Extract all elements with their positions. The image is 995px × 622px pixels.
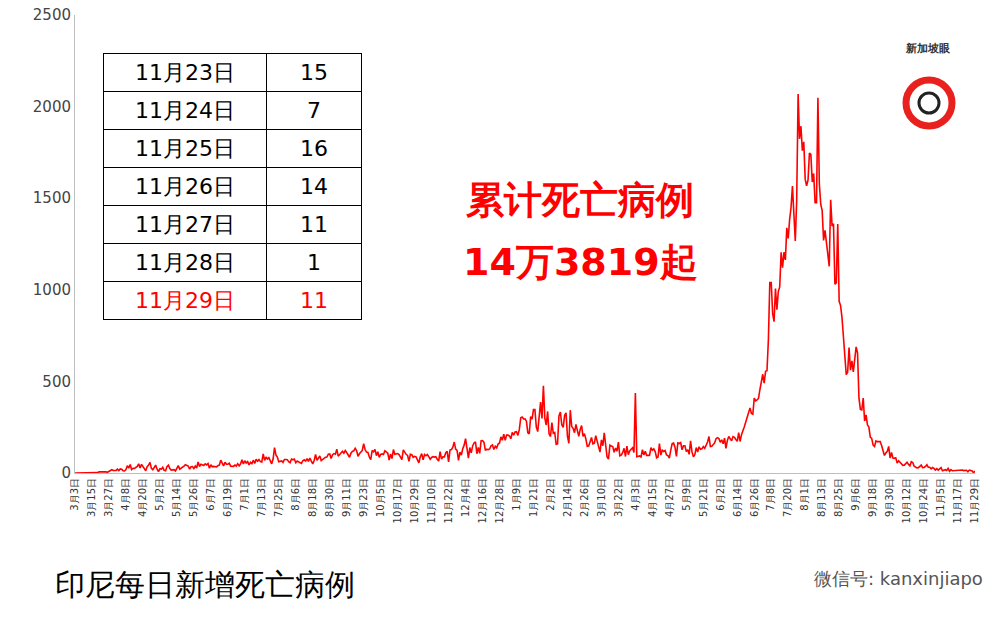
svg-text:7月20日: 7月20日 (782, 478, 793, 517)
html-text:11月26日: 11月26日 (135, 173, 235, 199)
svg-text:1月21日: 1月21日 (528, 478, 539, 517)
html-text:11月23日: 11月23日 (135, 59, 235, 85)
svg-text:3月22日: 3月22日 (613, 478, 624, 517)
svg-text:2月2日: 2月2日 (545, 478, 556, 511)
svg-text:6月7日: 6月7日 (205, 478, 216, 511)
svg-text:9月11日: 9月11日 (341, 478, 352, 517)
svg-text:4月20日: 4月20日 (137, 478, 148, 517)
svg-text:新加坡眼: 新加坡眼 (905, 42, 951, 55)
svg-text:9月30日: 9月30日 (884, 478, 895, 517)
html-text:7: 7 (307, 98, 321, 123)
svg-text:2月14日: 2月14日 (562, 478, 573, 517)
svg-text:4月27日: 4月27日 (664, 478, 675, 517)
html-text:11月29日: 11月29日 (135, 287, 235, 313)
svg-text:10月24日: 10月24日 (918, 478, 929, 523)
svg-text:6月14日: 6月14日 (732, 478, 743, 517)
svg-text:4月8日: 4月8日 (120, 478, 131, 511)
svg-text:6月26日: 6月26日 (749, 478, 760, 517)
svg-text:7月8日: 7月8日 (765, 478, 776, 511)
svg-text:10月12日: 10月12日 (901, 478, 912, 523)
svg-text:4月15日: 4月15日 (647, 478, 658, 517)
html-text:14: 14 (300, 174, 328, 199)
html-text:1: 1 (307, 250, 321, 275)
svg-text:12月16日: 12月16日 (477, 478, 488, 523)
svg-text:1月9日: 1月9日 (511, 478, 522, 511)
svg-text:3月27日: 3月27日 (103, 478, 114, 517)
svg-text:8月1日: 8月1日 (799, 478, 810, 511)
svg-text:5月21日: 5月21日 (698, 478, 709, 517)
svg-text:7月25日: 7月25日 (273, 478, 284, 517)
svg-text:1500: 1500 (33, 189, 71, 207)
svg-text:11月5日: 11月5日 (935, 478, 946, 517)
svg-text:8月6日: 8月6日 (290, 478, 301, 511)
svg-text:0: 0 (61, 464, 71, 482)
svg-text:8月18日: 8月18日 (307, 478, 318, 517)
html-text:11: 11 (300, 288, 328, 313)
svg-text:2000: 2000 (33, 98, 71, 116)
html-text:11月27日: 11月27日 (135, 211, 235, 237)
svg-text:累计死亡病例: 累计死亡病例 (466, 178, 694, 222)
svg-text:3月10日: 3月10日 (596, 478, 607, 517)
svg-text:10月29日: 10月29日 (409, 478, 420, 523)
svg-text:7月13日: 7月13日 (256, 478, 267, 517)
html-text:11: 11 (300, 212, 328, 237)
svg-text:5月14日: 5月14日 (171, 478, 182, 517)
svg-text:10月17日: 10月17日 (392, 478, 403, 523)
svg-text:1000: 1000 (33, 281, 71, 299)
svg-text:6月19日: 6月19日 (222, 478, 233, 517)
svg-text:5月26日: 5月26日 (188, 478, 199, 517)
svg-text:2500: 2500 (33, 6, 71, 24)
svg-text:8月25日: 8月25日 (833, 478, 844, 517)
svg-text:8月13日: 8月13日 (816, 478, 827, 517)
html-text:15: 15 (300, 60, 328, 85)
svg-text:3月15日: 3月15日 (86, 478, 97, 517)
svg-text:印尼每日新增死亡病例: 印尼每日新增死亡病例 (55, 567, 355, 602)
svg-text:14万3819起: 14万3819起 (463, 240, 698, 284)
svg-text:7月1日: 7月1日 (239, 478, 250, 511)
svg-text:9月18日: 9月18日 (867, 478, 878, 517)
svg-text:9月23日: 9月23日 (358, 478, 369, 517)
svg-text:11月29日: 11月29日 (969, 478, 980, 523)
svg-text:11月17日: 11月17日 (952, 478, 963, 523)
svg-text:12月28日: 12月28日 (494, 478, 505, 523)
svg-text:500: 500 (42, 373, 71, 391)
html-text:11月24日: 11月24日 (135, 97, 235, 123)
svg-text:5月2日: 5月2日 (154, 478, 165, 511)
svg-text:8月30日: 8月30日 (324, 478, 335, 517)
svg-text:11月22日: 11月22日 (443, 478, 454, 523)
svg-text:2月26日: 2月26日 (579, 478, 590, 517)
svg-text:6月2日: 6月2日 (715, 478, 726, 511)
svg-text:11月10日: 11月10日 (426, 478, 437, 523)
svg-text:3月3日: 3月3日 (69, 478, 80, 511)
html-text:11月25日: 11月25日 (135, 135, 235, 161)
svg-text:9月6日: 9月6日 (850, 478, 861, 511)
svg-text:10月5日: 10月5日 (375, 478, 386, 517)
svg-text:5月9日: 5月9日 (681, 478, 692, 511)
html-text:11月28日: 11月28日 (135, 249, 235, 275)
svg-text:12月4日: 12月4日 (460, 478, 471, 517)
svg-text:微信号: kanxinjiapo: 微信号: kanxinjiapo (814, 568, 983, 589)
svg-text:4月3日: 4月3日 (630, 478, 641, 511)
html-text:16: 16 (300, 136, 328, 161)
